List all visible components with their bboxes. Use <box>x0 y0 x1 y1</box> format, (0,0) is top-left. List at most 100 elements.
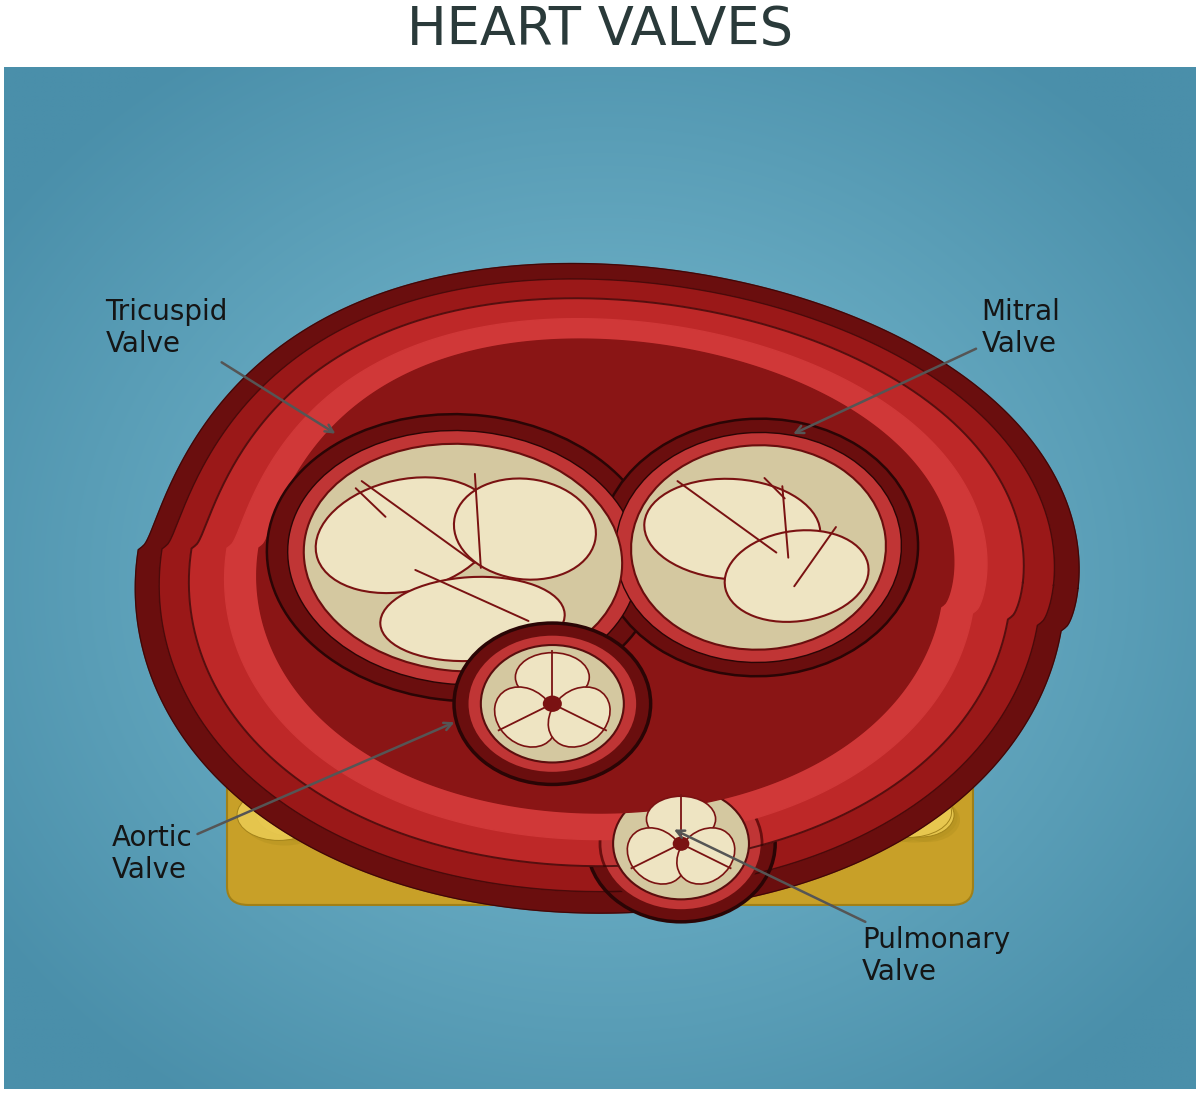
Ellipse shape <box>600 777 762 910</box>
Ellipse shape <box>256 788 328 836</box>
Ellipse shape <box>628 827 685 884</box>
Polygon shape <box>136 263 1079 913</box>
Ellipse shape <box>271 791 359 842</box>
Ellipse shape <box>266 414 659 702</box>
Ellipse shape <box>494 687 557 747</box>
Ellipse shape <box>894 798 960 842</box>
Polygon shape <box>257 339 954 813</box>
Polygon shape <box>224 319 986 839</box>
Ellipse shape <box>475 814 504 830</box>
Ellipse shape <box>548 687 610 747</box>
Ellipse shape <box>238 789 320 841</box>
Ellipse shape <box>725 530 869 622</box>
Ellipse shape <box>616 433 901 662</box>
Ellipse shape <box>587 815 655 856</box>
Ellipse shape <box>734 795 821 848</box>
Ellipse shape <box>679 815 709 830</box>
Ellipse shape <box>644 479 821 579</box>
FancyBboxPatch shape <box>227 766 973 905</box>
Ellipse shape <box>380 577 565 661</box>
Text: Tricuspid
Valve: Tricuspid Valve <box>106 297 334 432</box>
Ellipse shape <box>244 795 326 846</box>
Ellipse shape <box>804 790 892 847</box>
Ellipse shape <box>497 809 578 859</box>
Ellipse shape <box>636 813 670 832</box>
Ellipse shape <box>871 792 958 843</box>
Ellipse shape <box>798 786 886 842</box>
Ellipse shape <box>647 796 715 842</box>
Circle shape <box>542 695 562 712</box>
Ellipse shape <box>599 419 918 677</box>
Ellipse shape <box>901 800 926 813</box>
Ellipse shape <box>815 795 850 812</box>
Ellipse shape <box>888 792 954 837</box>
Ellipse shape <box>283 794 317 810</box>
Ellipse shape <box>265 786 353 836</box>
Ellipse shape <box>665 808 740 853</box>
Ellipse shape <box>677 827 734 884</box>
Ellipse shape <box>334 797 366 812</box>
Ellipse shape <box>751 803 785 821</box>
Ellipse shape <box>262 794 334 842</box>
Ellipse shape <box>845 795 875 810</box>
Ellipse shape <box>310 795 338 810</box>
Ellipse shape <box>851 785 930 837</box>
Ellipse shape <box>362 798 396 815</box>
Ellipse shape <box>671 813 746 858</box>
Ellipse shape <box>791 802 817 816</box>
Ellipse shape <box>432 807 467 825</box>
Ellipse shape <box>536 807 622 863</box>
Ellipse shape <box>587 765 775 921</box>
Ellipse shape <box>481 645 624 763</box>
Ellipse shape <box>835 792 913 841</box>
Ellipse shape <box>882 795 916 811</box>
Ellipse shape <box>401 807 428 821</box>
Ellipse shape <box>316 478 496 593</box>
Polygon shape <box>160 279 1055 892</box>
Ellipse shape <box>323 795 406 844</box>
Ellipse shape <box>392 804 463 849</box>
Ellipse shape <box>353 795 437 850</box>
Ellipse shape <box>295 787 368 836</box>
Ellipse shape <box>857 790 936 843</box>
Circle shape <box>673 836 689 850</box>
Ellipse shape <box>288 431 638 685</box>
Ellipse shape <box>514 816 545 832</box>
Ellipse shape <box>865 787 952 837</box>
Ellipse shape <box>553 815 587 834</box>
Ellipse shape <box>386 800 457 844</box>
Ellipse shape <box>613 788 749 900</box>
Ellipse shape <box>454 479 596 579</box>
Ellipse shape <box>466 811 541 860</box>
Ellipse shape <box>467 634 637 773</box>
Ellipse shape <box>301 792 374 842</box>
Ellipse shape <box>515 653 589 702</box>
Ellipse shape <box>600 822 626 834</box>
Text: Mitral
Valve: Mitral Valve <box>796 297 1061 433</box>
Ellipse shape <box>347 789 431 845</box>
Ellipse shape <box>618 804 706 863</box>
Ellipse shape <box>740 800 827 854</box>
Ellipse shape <box>624 809 712 868</box>
Text: Aortic
Valve: Aortic Valve <box>112 722 452 884</box>
Ellipse shape <box>778 796 845 839</box>
Title: HEART VALVES: HEART VALVES <box>407 4 793 56</box>
Ellipse shape <box>421 803 509 859</box>
Ellipse shape <box>631 445 886 649</box>
Ellipse shape <box>866 792 898 810</box>
Ellipse shape <box>593 821 661 860</box>
Ellipse shape <box>542 812 628 869</box>
Ellipse shape <box>460 806 535 855</box>
Ellipse shape <box>270 796 298 811</box>
Text: Pulmonary
Valve: Pulmonary Valve <box>677 831 1010 986</box>
Ellipse shape <box>253 798 286 813</box>
Ellipse shape <box>701 800 781 853</box>
Polygon shape <box>188 298 1024 866</box>
Ellipse shape <box>317 789 400 838</box>
Ellipse shape <box>784 801 851 844</box>
Ellipse shape <box>829 788 907 836</box>
Ellipse shape <box>304 444 622 671</box>
Ellipse shape <box>716 808 748 825</box>
Ellipse shape <box>415 798 503 855</box>
Ellipse shape <box>454 623 650 785</box>
